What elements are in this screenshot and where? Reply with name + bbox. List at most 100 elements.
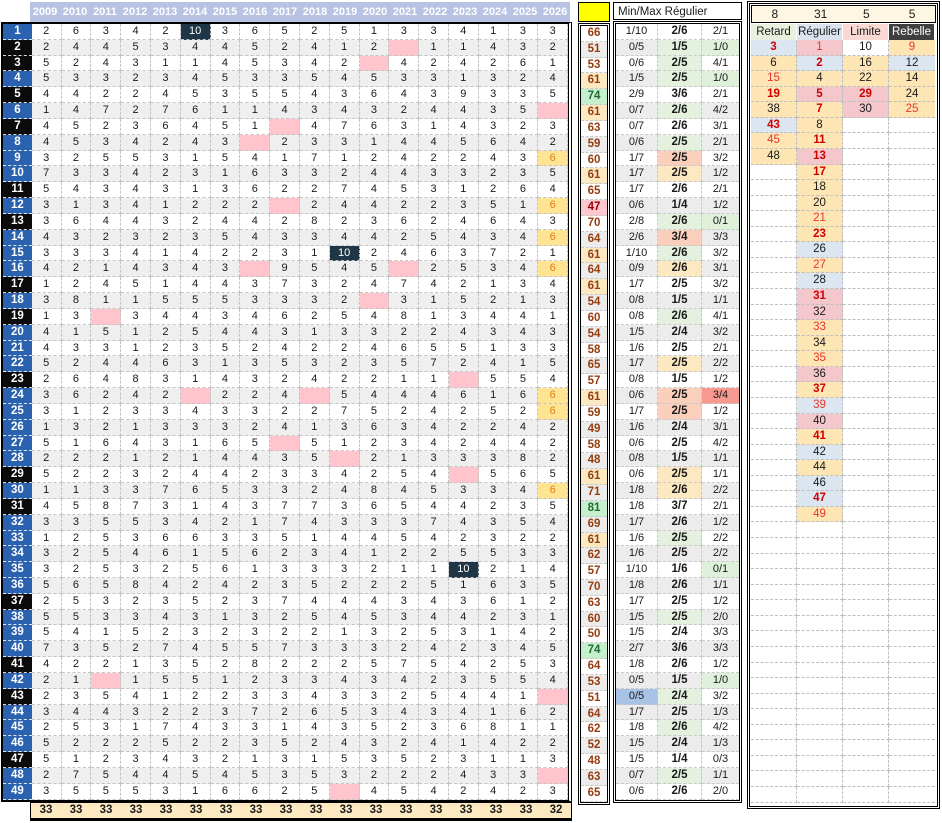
grid-cell[interactable]: 5 bbox=[61, 498, 92, 515]
grid-cell[interactable]: 9 bbox=[448, 87, 479, 104]
grid-cell[interactable]: 3 bbox=[359, 688, 390, 705]
trend-cell[interactable]: 2/1 bbox=[702, 340, 739, 357]
grid-cell[interactable]: 2 bbox=[478, 498, 509, 515]
grid-cell[interactable]: 4 bbox=[448, 324, 479, 341]
grid-cell[interactable]: 3 bbox=[240, 356, 271, 373]
minmax-cell[interactable]: 1/7 bbox=[616, 593, 658, 610]
grid-cell[interactable]: 2 bbox=[180, 704, 211, 721]
grid-cell[interactable]: 4 bbox=[210, 451, 241, 468]
grid-cell[interactable]: 5 bbox=[389, 530, 420, 547]
grid-cell[interactable]: 2 bbox=[210, 198, 241, 214]
trend-cell[interactable]: 2/0 bbox=[702, 609, 739, 626]
trend-cell[interactable]: 1/0 bbox=[702, 672, 739, 689]
row-number-cell[interactable]: 22 bbox=[3, 356, 32, 373]
minmax-cell[interactable]: 0/5 bbox=[616, 688, 658, 705]
grid-cell[interactable]: 7 bbox=[61, 767, 92, 784]
grid-cell[interactable]: 3 bbox=[61, 71, 92, 88]
grid-cell[interactable]: 2 bbox=[270, 657, 300, 673]
grid-cell[interactable]: 7 bbox=[150, 483, 181, 499]
grid-cell[interactable]: 3 bbox=[150, 498, 181, 515]
grid-cell[interactable]: 3 bbox=[240, 688, 271, 705]
grid-cell[interactable]: 2 bbox=[389, 767, 420, 784]
regulier-cell[interactable]: 2/5 bbox=[658, 150, 702, 167]
minmax-cell[interactable]: 0/7 bbox=[616, 118, 658, 135]
score-cell[interactable]: 48 bbox=[581, 453, 607, 470]
minmax-cell[interactable]: 1/6 bbox=[616, 340, 658, 357]
panel-number-cell[interactable]: 31 bbox=[797, 289, 843, 305]
recent-highlight-cell[interactable]: 6 bbox=[538, 261, 569, 278]
panel-number-cell[interactable]: 41 bbox=[797, 429, 843, 445]
minmax-cell[interactable]: 1/7 bbox=[616, 166, 658, 183]
grid-cell[interactable]: 3 bbox=[478, 261, 509, 278]
grid-cell[interactable]: 2 bbox=[448, 435, 479, 452]
grid-cell[interactable]: 4 bbox=[121, 134, 151, 151]
grid-cell[interactable]: 2 bbox=[121, 641, 151, 658]
grid-cell[interactable]: 3 bbox=[419, 451, 449, 468]
grid-cell[interactable]: 4 bbox=[180, 641, 211, 658]
grid-cell[interactable]: 1 bbox=[61, 435, 92, 452]
grid-cell[interactable]: 2 bbox=[359, 767, 390, 784]
grid-cell[interactable]: 3 bbox=[508, 39, 539, 56]
blank-cell[interactable] bbox=[538, 767, 569, 784]
grid-cell[interactable]: 2 bbox=[478, 293, 509, 309]
grid-cell[interactable]: 1 bbox=[478, 752, 509, 768]
grid-cell[interactable]: 5 bbox=[180, 562, 211, 578]
score-cell[interactable]: 59 bbox=[581, 405, 607, 422]
grid-cell[interactable]: 2 bbox=[538, 530, 569, 547]
grid-cell[interactable]: 3 bbox=[508, 577, 539, 594]
panel-number-cell[interactable]: 45 bbox=[751, 133, 797, 149]
grid-cell[interactable]: 3 bbox=[389, 419, 420, 436]
grid-cell[interactable]: 5 bbox=[180, 293, 211, 309]
trend-cell[interactable]: 2/2 bbox=[702, 530, 739, 547]
regulier-cell[interactable]: 1/4 bbox=[658, 198, 702, 214]
grid-cell[interactable]: 3 bbox=[31, 213, 62, 230]
grid-cell[interactable]: 4 bbox=[389, 150, 420, 167]
grid-cell[interactable]: 5 bbox=[299, 783, 330, 800]
grid-cell[interactable]: 5 bbox=[508, 514, 539, 531]
grid-cell[interactable]: 4 bbox=[508, 261, 539, 278]
blank-cell[interactable] bbox=[448, 467, 479, 484]
grid-cell[interactable]: 4 bbox=[419, 783, 449, 800]
regulier-cell[interactable]: 2/5 bbox=[658, 767, 702, 784]
grid-cell[interactable]: 2 bbox=[270, 625, 300, 642]
grid-cell[interactable]: 4 bbox=[329, 483, 360, 499]
regulier-cell[interactable]: 1/5 bbox=[658, 672, 702, 689]
minmax-cell[interactable]: 0/5 bbox=[616, 672, 658, 689]
grid-cell[interactable]: 1 bbox=[448, 39, 479, 56]
grid-cell[interactable]: 4 bbox=[121, 166, 151, 183]
grid-cell[interactable]: 2 bbox=[210, 514, 241, 531]
panel-number-cell[interactable]: 6 bbox=[751, 55, 797, 72]
regulier-cell[interactable]: 2/6 bbox=[658, 483, 702, 499]
grid-cell[interactable]: 2 bbox=[538, 704, 569, 721]
grid-cell[interactable]: 2 bbox=[150, 324, 181, 341]
minmax-cell[interactable]: 0/7 bbox=[616, 103, 658, 119]
max-highlight-cell[interactable]: 10 bbox=[180, 24, 211, 40]
grid-cell[interactable]: 3 bbox=[121, 609, 151, 626]
grid-cell[interactable]: 3 bbox=[150, 150, 181, 167]
trend-cell[interactable]: 4/2 bbox=[702, 720, 739, 737]
grid-cell[interactable]: 2 bbox=[329, 340, 360, 357]
grid-cell[interactable]: 3 bbox=[31, 546, 62, 563]
year-column-header[interactable]: 2020 bbox=[360, 2, 390, 22]
row-number-cell[interactable]: 48 bbox=[3, 767, 32, 784]
grid-cell[interactable]: 6 bbox=[210, 562, 241, 578]
recent-highlight-cell[interactable]: 6 bbox=[538, 483, 569, 499]
minmax-cell[interactable]: 1/7 bbox=[616, 182, 658, 199]
grid-cell[interactable]: 5 bbox=[91, 562, 122, 578]
regulier-cell[interactable]: 3/6 bbox=[658, 641, 702, 658]
minmax-cell[interactable]: 1/8 bbox=[616, 657, 658, 673]
grid-cell[interactable]: 5 bbox=[508, 372, 539, 389]
grid-cell[interactable]: 2 bbox=[478, 166, 509, 183]
grid-cell[interactable]: 3 bbox=[270, 688, 300, 705]
grid-cell[interactable]: 4 bbox=[31, 261, 62, 278]
grid-cell[interactable]: 4 bbox=[210, 55, 241, 72]
regulier-cell[interactable]: 3/7 bbox=[658, 498, 702, 515]
grid-cell[interactable]: 4 bbox=[240, 150, 271, 167]
grid-cell[interactable]: 2 bbox=[240, 672, 271, 689]
grid-cell[interactable]: 6 bbox=[508, 704, 539, 721]
grid-cell[interactable]: 4 bbox=[210, 372, 241, 389]
grid-cell[interactable]: 2 bbox=[31, 720, 62, 737]
row-number-cell[interactable]: 33 bbox=[3, 530, 32, 547]
grid-cell[interactable]: 3 bbox=[180, 356, 211, 373]
minmax-cell[interactable]: 1/7 bbox=[616, 403, 658, 420]
